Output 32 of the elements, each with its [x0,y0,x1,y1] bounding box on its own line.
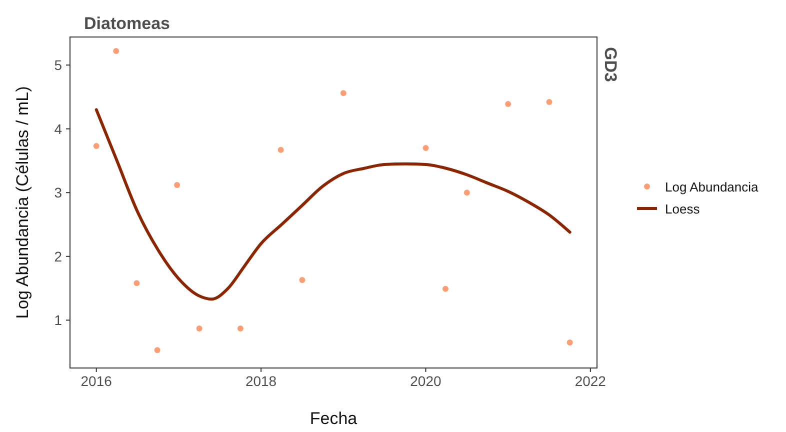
y-tick-label: 4 [54,120,62,137]
x-tick-label: 2020 [410,373,442,389]
y-axis-title: Log Abundancia (Células / mL) [13,86,32,319]
point [237,325,244,332]
legend-label: Loess [665,202,700,216]
point [422,144,429,151]
point [113,48,120,54]
point [174,182,180,188]
point [93,143,100,150]
y-tick-label: 3 [54,184,62,201]
point [340,90,346,96]
point [134,280,140,286]
point [505,100,512,107]
point [546,99,552,106]
point [196,325,202,332]
y-tick-label: 1 [54,312,62,328]
chart-title: Diatomeas [84,14,170,33]
x-tick-label: 2022 [574,373,606,389]
x-axis-title: Fecha [310,409,358,428]
point [464,190,470,196]
point [566,339,573,346]
line-series [94,108,572,301]
point [154,347,160,354]
x-tick-label: 2016 [80,373,112,389]
legend-label: Log Abundancia [665,180,760,194]
point [299,276,306,283]
point [442,286,448,292]
point [278,146,284,153]
y-tick-label: 5 [54,57,62,74]
text: GD3 [601,47,620,82]
x-tick-label: 2018 [245,373,277,389]
y-tick-label: 2 [54,248,62,264]
